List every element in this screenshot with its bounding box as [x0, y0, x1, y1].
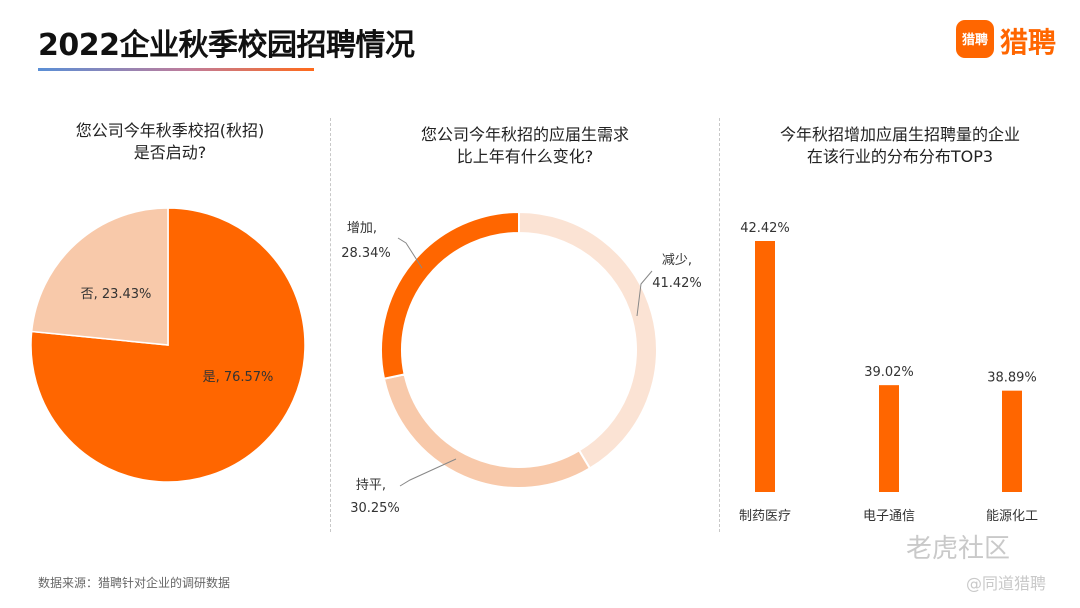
donut-leader-line-减少 [636, 270, 653, 317]
bar-title-line2: 在该行业的分布分布TOP3 [806, 147, 994, 166]
watermark-main: 老虎社区 [906, 534, 1011, 564]
donut-title-line2: 比上年有什么变化? [456, 147, 594, 166]
logo-icon-text: 猎聘 [961, 33, 988, 48]
pie-title-line2: 是否启动? [133, 143, 207, 162]
bar-title-line1: 今年秋招增加应届生招聘量的企业 [779, 125, 1020, 144]
bar-category-label-电子通信: 电子通信 [863, 509, 915, 524]
pie-chart-title: 您公司今年秋季校招(秋招) 是否启动? [20, 120, 320, 164]
bar-category-label-能源化工: 能源化工 [986, 509, 1038, 524]
donut-chart-title: 您公司今年秋招的应届生需求 比上年有什么变化? [360, 124, 690, 168]
donut-label-value-持平: 30.25% [350, 501, 400, 516]
donut-leader-line-增加 [397, 237, 423, 269]
pie-label-是: 是, 76.57% [203, 370, 274, 385]
bar-value-label-能源化工: 38.89% [987, 371, 1037, 386]
pie-slice-否 [30, 207, 169, 346]
pie-title-line1: 您公司今年秋季校招(秋招) [75, 121, 265, 140]
logo-text: 猎聘 [1000, 26, 1057, 59]
liepin-logo: 猎聘 猎聘 [956, 20, 1060, 60]
bar-制药医疗 [755, 241, 775, 492]
pie-label-否: 否, 23.43% [81, 287, 152, 302]
bar-能源化工 [1002, 390, 1022, 492]
data-source: 数据来源：猎聘针对企业的调研数据 [38, 576, 231, 590]
donut-label-name-持平: 持平, [356, 478, 386, 493]
donut-slice-减少 [518, 210, 658, 470]
bar-category-label-制药医疗: 制药医疗 [739, 509, 791, 524]
panel-divider-2 [719, 118, 720, 532]
page-title: 2022企业秋季校园招聘情况 [38, 28, 415, 63]
donut-slice-持平 [382, 373, 592, 489]
donut-label-name-增加: 增加, [347, 221, 377, 236]
logo-icon: 猎聘 [956, 20, 994, 58]
bar-value-label-制药医疗: 42.42% [740, 221, 790, 236]
donut-label-value-减少: 41.42% [652, 276, 702, 291]
watermark-sub: @同道猎聘 [966, 574, 1047, 593]
bar-chart-title: 今年秋招增加应届生招聘量的企业 在该行业的分布分布TOP3 [735, 124, 1065, 168]
bar-value-label-电子通信: 39.02% [864, 365, 914, 380]
donut-slice-增加 [380, 210, 520, 380]
donut-title-line1: 您公司今年秋招的应届生需求 [420, 125, 629, 144]
donut-label-value-增加: 28.34% [341, 246, 391, 261]
panel-divider-1 [330, 118, 331, 532]
bar-电子通信 [879, 385, 899, 492]
donut-leader-line-持平 [399, 458, 457, 487]
donut-label-name-减少: 减少, [662, 253, 692, 268]
title-underline [38, 68, 314, 71]
